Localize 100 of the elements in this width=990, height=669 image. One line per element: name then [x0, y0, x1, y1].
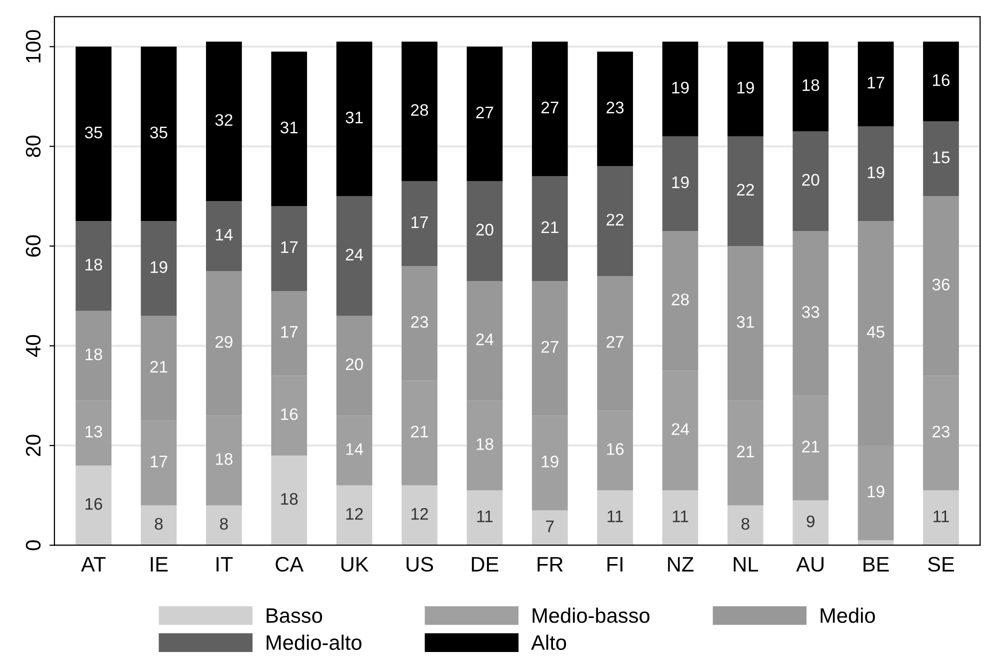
bar	[597, 166, 633, 276]
x-tick-label: NL	[734, 557, 758, 572]
bar	[923, 121, 959, 196]
bar	[466, 181, 503, 281]
x-tick-label: DE	[472, 557, 498, 572]
bar	[923, 490, 959, 546]
data-label: 14	[346, 443, 364, 455]
data-label: 19	[672, 82, 689, 94]
data-label: 19	[542, 456, 558, 468]
bar	[271, 206, 308, 291]
y-tick-label: 80	[26, 136, 41, 158]
data-label: 20	[476, 224, 494, 236]
bar	[662, 136, 698, 232]
data-label: 13	[86, 426, 102, 438]
data-label: 19	[672, 176, 689, 188]
bar	[792, 131, 829, 232]
bar	[858, 126, 894, 222]
bar	[76, 46, 112, 222]
data-label: 19	[737, 82, 754, 94]
data-label: 35	[84, 126, 102, 138]
data-label: 27	[476, 106, 494, 118]
data-label: 45	[866, 326, 884, 338]
y-tick-label: 20	[26, 434, 41, 456]
bar	[76, 221, 112, 311]
data-label: 19	[868, 166, 884, 178]
legend-label: Medio-alto	[266, 634, 362, 650]
legend-label: Medio	[820, 608, 875, 623]
y-tick-label: 40	[26, 335, 41, 357]
data-label: 21	[737, 446, 754, 458]
bar	[402, 485, 438, 546]
bar	[206, 505, 242, 546]
bar	[728, 42, 764, 136]
bar	[662, 42, 698, 136]
bar	[466, 490, 503, 546]
data-label: 18	[86, 258, 102, 270]
y-tick-label: 60	[26, 235, 41, 257]
x-tick-label: IE	[150, 557, 168, 572]
data-label: 21	[150, 360, 168, 373]
data-label: 11	[672, 510, 688, 522]
x-tick-label: FR	[538, 557, 563, 572]
data-label: 18	[476, 438, 494, 450]
data-label: 36	[932, 278, 950, 290]
bar	[597, 52, 633, 166]
bar	[271, 52, 308, 206]
data-label: 23	[411, 316, 428, 328]
data-label: 17	[412, 216, 428, 228]
data-label: 8	[220, 518, 228, 530]
bar	[206, 42, 242, 202]
data-label: 31	[346, 112, 363, 124]
bar	[858, 42, 894, 126]
bar	[271, 455, 308, 546]
data-label: 11	[608, 510, 623, 522]
data-label: 24	[672, 423, 690, 435]
data-label: 18	[86, 348, 102, 360]
bar	[206, 201, 242, 272]
data-label: 17	[868, 76, 884, 88]
data-label: 18	[802, 79, 820, 91]
data-label: 23	[932, 426, 950, 438]
y-tick-label: 0	[26, 540, 41, 550]
x-tick-label: AU	[796, 557, 824, 572]
data-label: 21	[541, 221, 558, 233]
data-label: 28	[672, 294, 689, 306]
data-label: 8	[742, 518, 750, 530]
data-label: 21	[411, 426, 428, 438]
bar	[792, 42, 829, 132]
bar	[597, 490, 633, 546]
bar	[76, 465, 112, 546]
data-label: 8	[154, 518, 163, 530]
legend-label: Alto	[531, 634, 566, 650]
data-label: 21	[802, 440, 820, 452]
data-label: 22	[606, 214, 624, 226]
data-label: 20	[802, 174, 820, 186]
data-label: 32	[215, 114, 232, 126]
data-label: 29	[216, 336, 232, 348]
data-label: 16	[86, 498, 102, 510]
data-label: 7	[546, 520, 554, 532]
x-tick-label: NZ	[668, 557, 694, 572]
data-label: 18	[281, 493, 298, 505]
data-label: 19	[868, 486, 884, 498]
legend-label: Basso	[266, 608, 322, 623]
data-label: 22	[737, 184, 754, 196]
data-label: 17	[150, 456, 168, 468]
x-tick-label: SE	[928, 556, 954, 572]
bar	[532, 42, 568, 176]
data-label: 18	[216, 453, 232, 465]
data-label: 24	[476, 333, 494, 346]
bar	[336, 196, 372, 316]
bar	[140, 505, 177, 546]
bar	[728, 136, 764, 246]
data-label: 19	[150, 261, 168, 273]
data-label: 33	[802, 306, 820, 318]
data-label: 27	[541, 340, 558, 353]
bar	[466, 46, 503, 182]
data-label: 11	[477, 510, 493, 522]
data-label: 20	[346, 358, 363, 370]
data-label: 11	[934, 510, 949, 522]
data-label: 17	[281, 241, 298, 253]
data-label: 16	[932, 74, 950, 86]
data-label: 17	[281, 326, 298, 338]
data-label: 16	[607, 443, 624, 455]
